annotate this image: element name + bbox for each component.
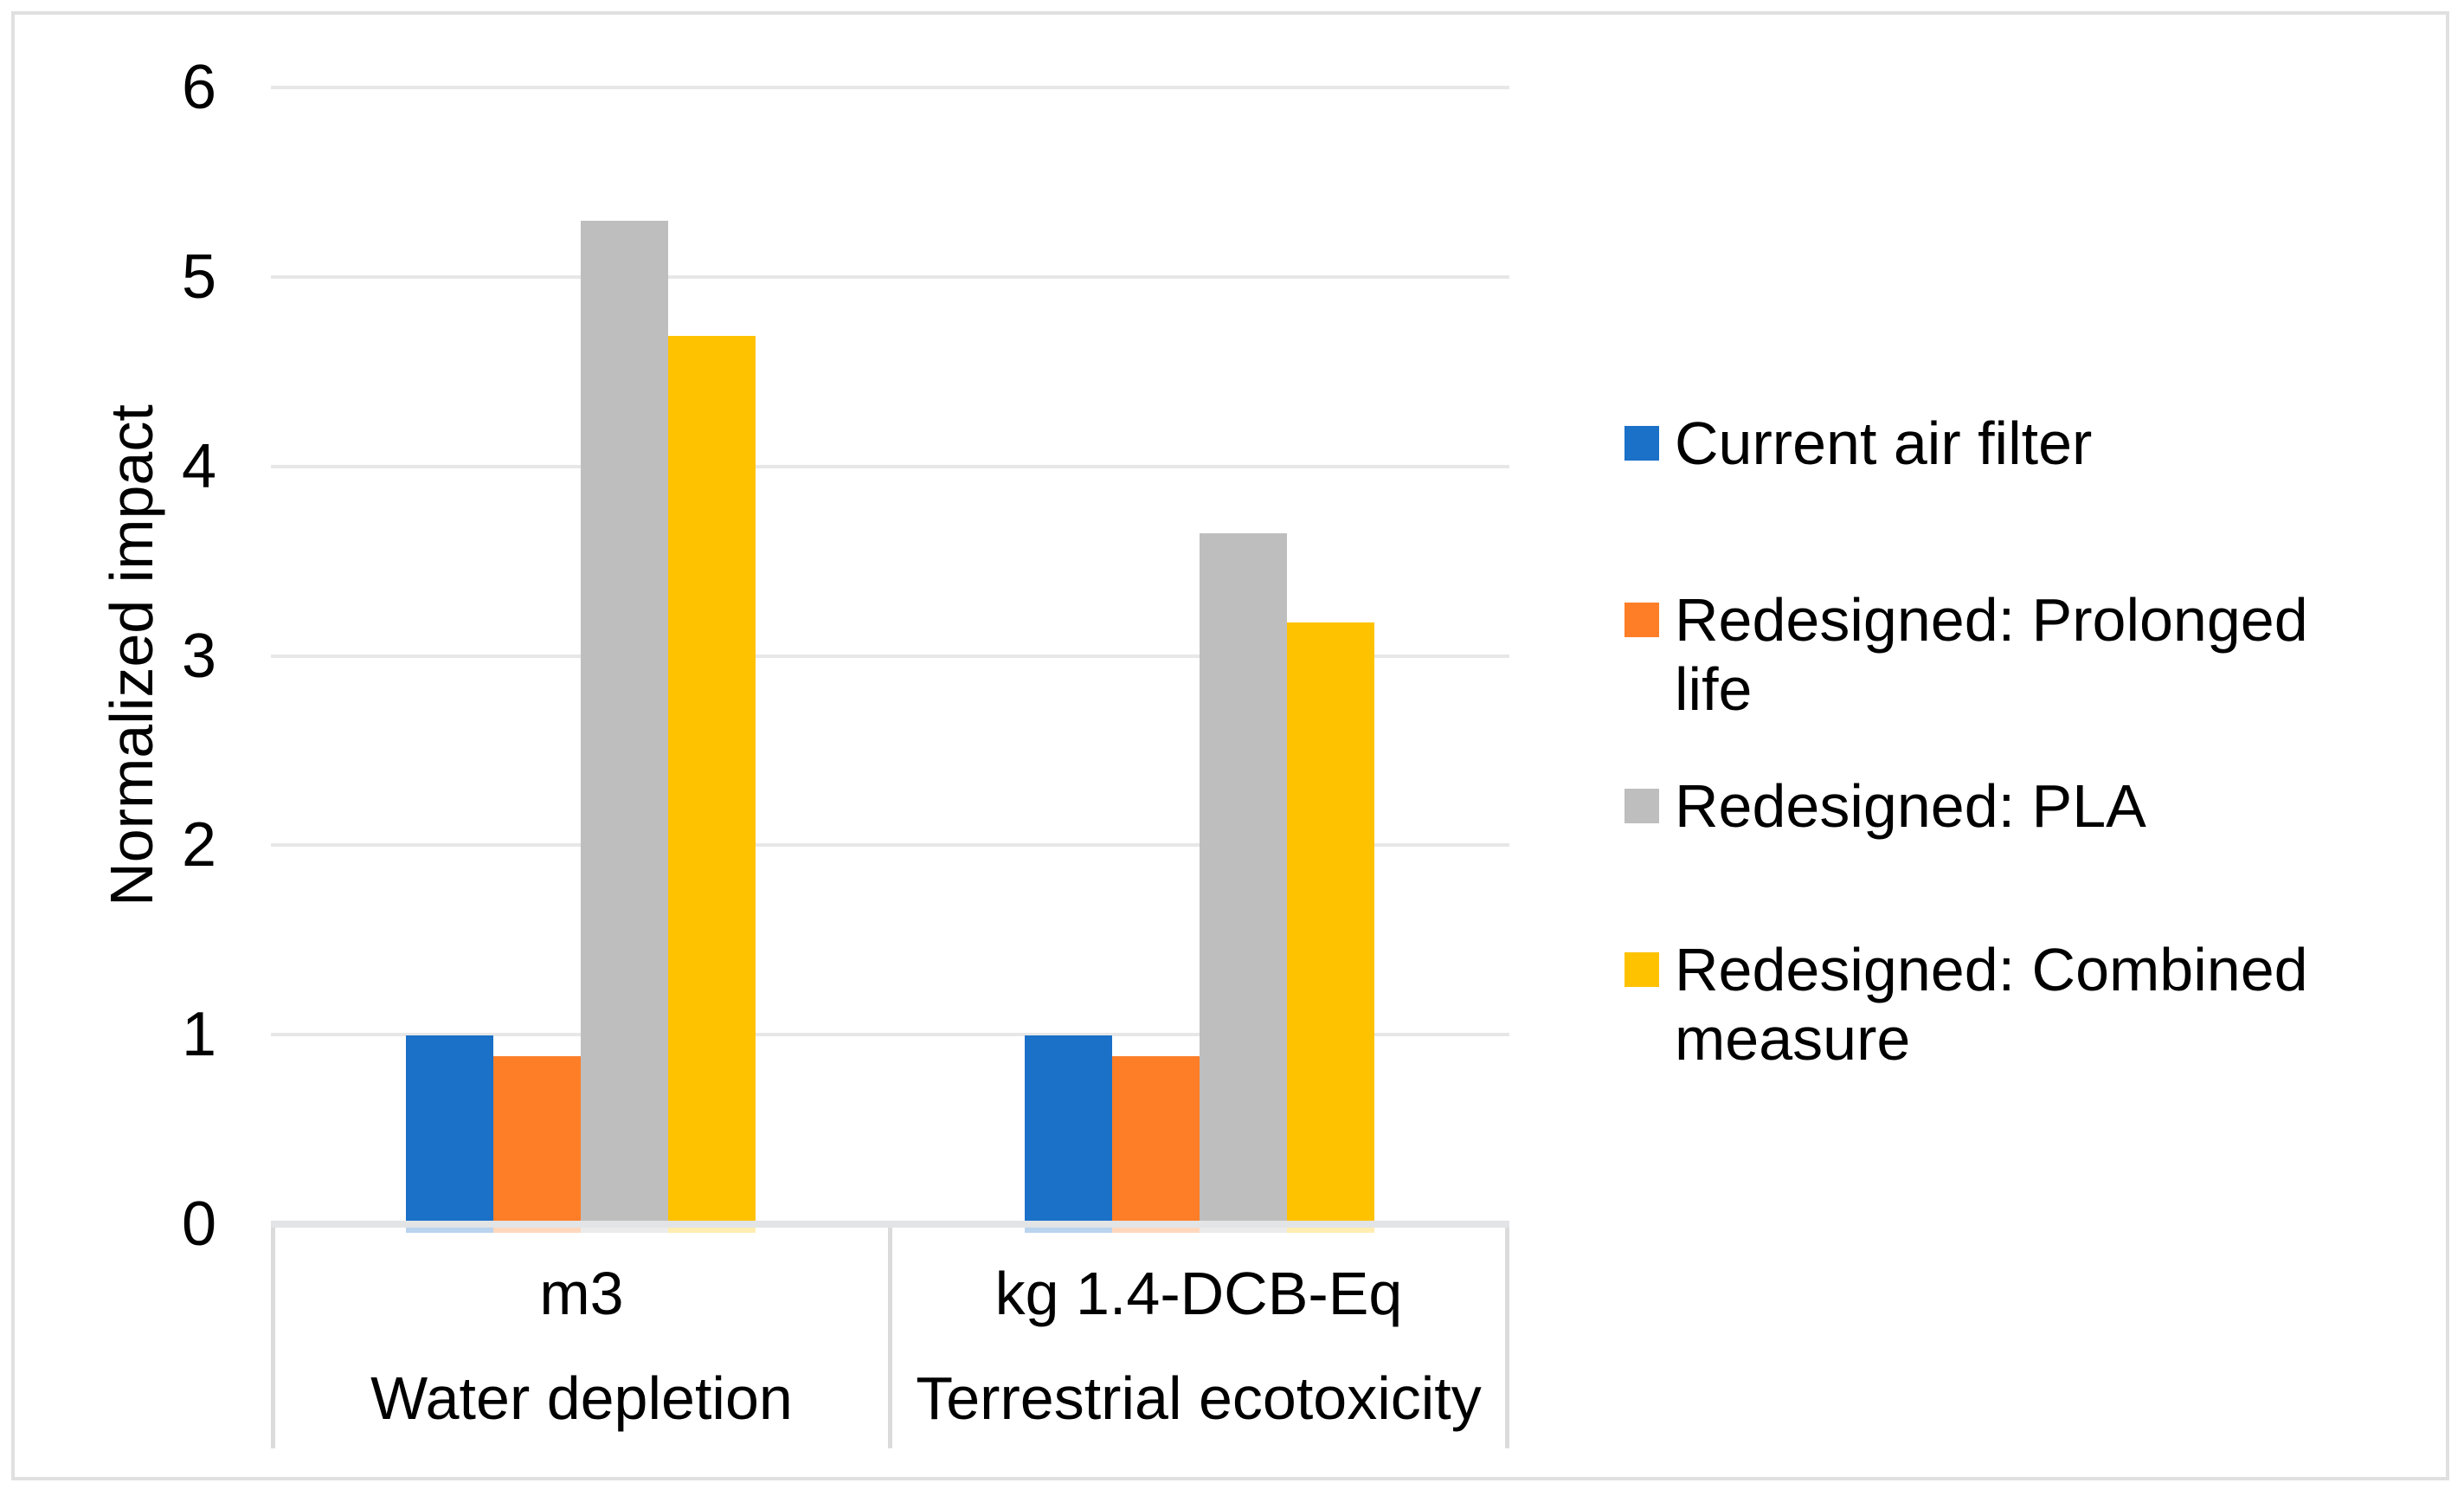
bar-redesigned-pla-terrestrial-ecotoxicity (1200, 532, 1288, 1234)
category-unit-label: m3 (539, 1260, 624, 1327)
y-tick-6: 6 (181, 53, 216, 122)
gridline-2 (271, 843, 1509, 848)
category-cell-water-depletion: m3 Water depletion (275, 1228, 892, 1448)
y-tick-0: 0 (181, 1190, 216, 1259)
category-name-label: Terrestrial ecotoxicity (916, 1364, 1482, 1432)
legend-label: Current air filter (1675, 409, 2093, 477)
bar-current-air-filter-water-depletion (405, 1035, 493, 1234)
legend-marker-icon (1624, 603, 1659, 637)
bar-redesigned-combined-measure-terrestrial-ecotoxicity (1287, 622, 1375, 1233)
y-tick-5: 5 (181, 242, 216, 312)
legend-marker-icon (1624, 426, 1659, 461)
category-name-label: Water depletion (370, 1364, 793, 1432)
legend-label: Redesigned: Combined measure (1675, 936, 2308, 1073)
gridline-5 (271, 274, 1509, 279)
legend-item-current-air-filter: Current air filter (1624, 409, 2092, 478)
gridline-3 (271, 654, 1509, 658)
bar-redesigned-prolonged-life-terrestrial-ecotoxicity (1112, 1055, 1200, 1234)
legend-label: Redesigned: PLA (1675, 772, 2146, 840)
gridline-1 (271, 1033, 1509, 1037)
legend-marker-icon (1624, 952, 1659, 987)
legend-label: Redesigned: Prolonged life (1675, 586, 2308, 723)
y-tick-4: 4 (181, 431, 216, 501)
bar-redesigned-pla-water-depletion (580, 220, 668, 1234)
y-tick-3: 3 (181, 621, 216, 691)
gridline-4 (271, 464, 1509, 468)
legend-item-redesigned-combined-measure: Redesigned: Combined measure (1624, 935, 2402, 1074)
bar-current-air-filter-terrestrial-ecotoxicity (1025, 1035, 1113, 1234)
category-axis: m3 Water depletion kg 1.4-DCB-Eq Terrestria… (271, 1228, 1509, 1448)
category-cell-terrestrial-ecotoxicity: kg 1.4-DCB-Eq Terrestrial ecotoxicity (892, 1228, 1505, 1448)
x-axis-line (271, 1221, 1509, 1228)
category-unit-label: kg 1.4-DCB-Eq (994, 1260, 1403, 1327)
y-tick-1: 1 (181, 1000, 216, 1070)
legend-item-redesigned-pla: Redesigned: PLA (1624, 771, 2146, 841)
plot-area (271, 86, 1509, 1234)
bar-redesigned-prolonged-life-water-depletion (492, 1055, 581, 1234)
y-tick-2: 2 (181, 810, 216, 880)
legend-item-redesigned-prolonged-life: Redesigned: Prolonged life (1624, 585, 2402, 724)
gridline-6 (271, 86, 1509, 89)
legend-marker-icon (1624, 789, 1659, 823)
bar-redesigned-combined-measure-water-depletion (667, 336, 756, 1233)
